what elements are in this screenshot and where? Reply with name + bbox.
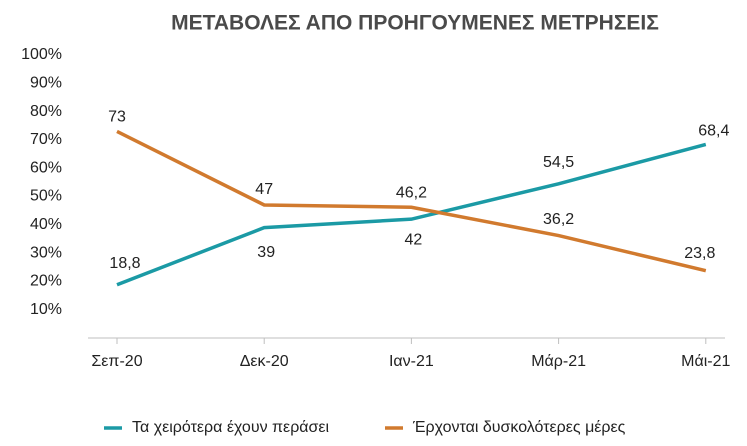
y-tick-label: 50% <box>30 188 62 205</box>
x-tick-label: Μάι-21 <box>681 353 730 370</box>
data-label: 54,5 <box>543 154 574 171</box>
data-label: 39 <box>257 244 275 261</box>
y-tick-label: 70% <box>30 131 62 148</box>
x-tick-label: Δεκ-20 <box>240 353 289 370</box>
data-label: 73 <box>108 109 126 126</box>
y-tick-label: 10% <box>30 301 62 318</box>
y-tick-label: 40% <box>30 216 62 233</box>
y-tick-label: 100% <box>21 46 62 63</box>
y-tick-label: 20% <box>30 273 62 290</box>
x-tick-label: Μάρ-21 <box>531 353 586 370</box>
chart-title: ΜΕΤΑΒΟΛΕΣ ΑΠΟ ΠΡΟΗΓΟΥΜΕΝΕΣ ΜΕΤΡΗΣΕΙΣ <box>171 12 659 35</box>
y-tick-label: 80% <box>30 103 62 120</box>
data-label: 42 <box>405 231 423 248</box>
legend-label: Τα χειρότερα έχουν περάσει <box>132 419 330 436</box>
x-tick-label: Σεπ-20 <box>91 353 142 370</box>
series-line <box>116 129 707 273</box>
data-label: 47 <box>255 181 273 198</box>
data-label: 18,8 <box>109 255 140 272</box>
series-line <box>116 142 707 287</box>
y-tick-label: 30% <box>30 244 62 261</box>
x-tick-label: Ιαν-21 <box>389 353 434 370</box>
data-label: 68,4 <box>698 123 729 140</box>
y-tick-label: 90% <box>30 75 62 92</box>
y-tick-label: 60% <box>30 159 62 176</box>
data-label: 46,2 <box>396 184 427 201</box>
legend-label: Έρχονται δυσκολότερες μέρες <box>412 419 626 436</box>
data-label: 36,2 <box>543 211 574 228</box>
data-label: 23,8 <box>684 245 715 262</box>
